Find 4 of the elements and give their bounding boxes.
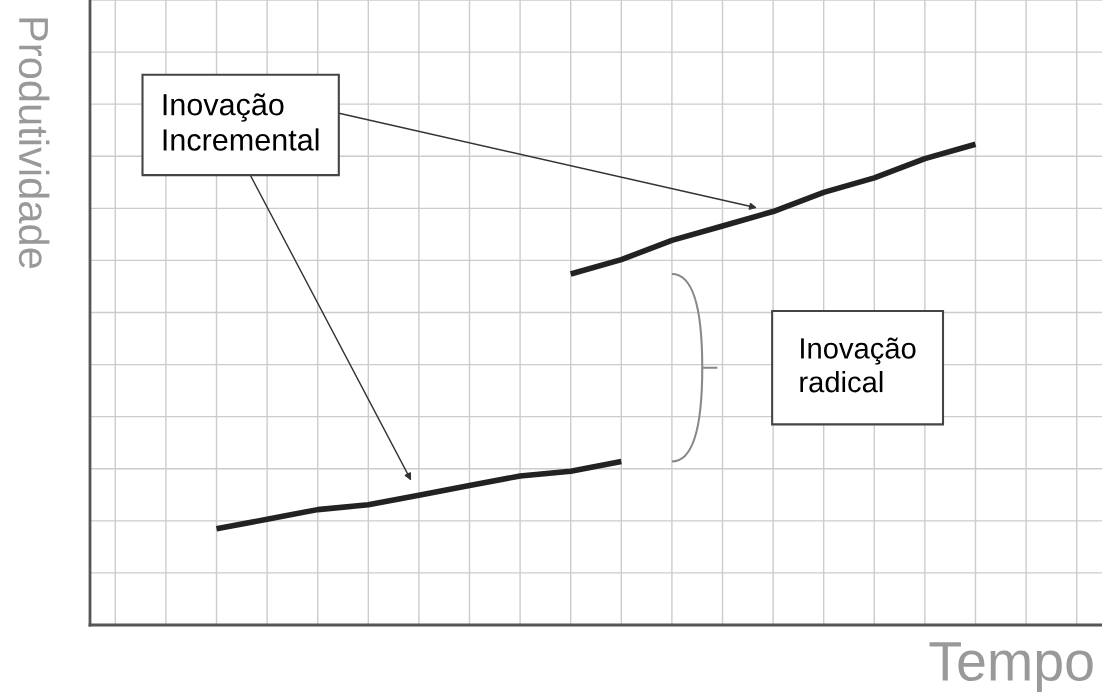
annotation: Inovação Incremental (163, 93, 319, 151)
annotation: Inovação radical (800, 337, 916, 393)
x-axis-title: Tempo (929, 642, 1093, 692)
y-axis-title: Produtividade (18, 18, 50, 268)
